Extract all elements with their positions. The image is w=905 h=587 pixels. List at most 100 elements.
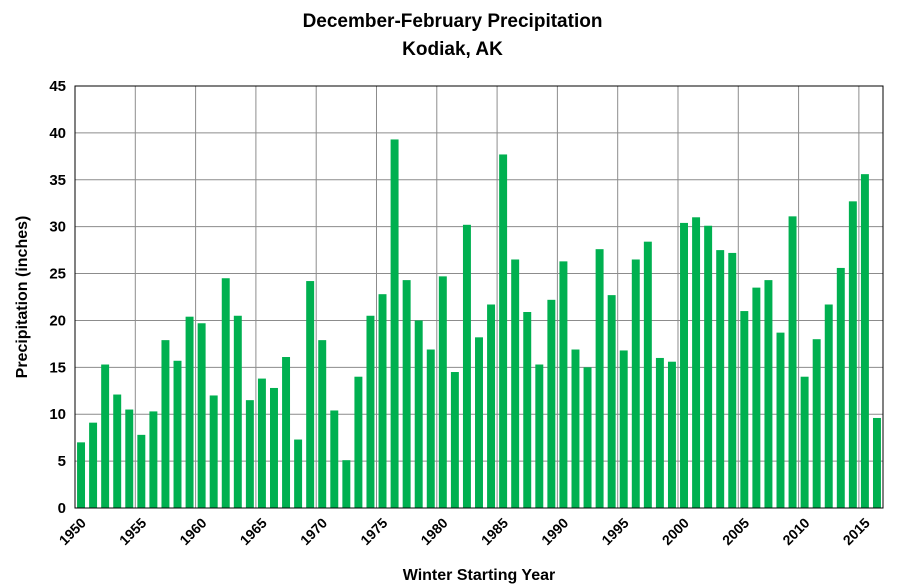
bar-2012 [824, 304, 833, 508]
bar-1979 [426, 349, 435, 508]
bar-1951 [89, 422, 98, 508]
bar-2016 [872, 417, 881, 508]
bar-1977 [402, 280, 411, 508]
bar-2001 [692, 217, 701, 509]
bar-1996 [631, 259, 640, 508]
x-tick-label: 1990 [538, 515, 571, 548]
bar-2008 [776, 332, 785, 508]
bar-1955 [137, 434, 146, 508]
bar-1968 [294, 439, 303, 508]
bar-1981 [450, 372, 459, 508]
bar-2006 [752, 287, 761, 508]
bar-1997 [643, 241, 652, 508]
y-tick-label: 15 [49, 359, 66, 376]
y-tick-labels: 0 5 10 15 20 25 30 35 40 45 [49, 78, 66, 517]
bar-2014 [848, 201, 857, 508]
y-tick-label: 0 [58, 500, 66, 517]
bar-1970 [318, 340, 327, 508]
bar-2013 [836, 267, 845, 508]
y-tick-label: 10 [49, 406, 66, 423]
bar-2009 [788, 216, 797, 508]
y-tick-label: 45 [49, 78, 66, 95]
bar-1993 [595, 249, 604, 508]
bar-2000 [680, 222, 688, 508]
bar-1973 [354, 376, 363, 508]
bar-1974 [366, 315, 375, 508]
bar-1959 [185, 316, 194, 508]
chart-subtitle: Kodiak, AK [402, 39, 503, 60]
bar-1971 [330, 410, 339, 508]
bar-1990 [559, 261, 568, 508]
bars [77, 139, 881, 509]
bar-1965 [257, 378, 266, 508]
bar-1961 [209, 395, 218, 508]
bar-1986 [511, 259, 520, 508]
x-tick-label: 1955 [116, 515, 149, 548]
x-tick-label: 2000 [659, 515, 692, 548]
y-tick-label: 40 [49, 125, 66, 142]
bar-1995 [619, 350, 628, 508]
y-tick-label: 35 [49, 172, 66, 189]
bar-2005 [740, 311, 749, 508]
x-tick-label: 1960 [176, 515, 209, 548]
y-tick-label: 30 [49, 219, 66, 236]
bar-1956 [149, 411, 158, 508]
bar-2004 [728, 252, 737, 508]
bar-2002 [704, 225, 713, 508]
bar-1966 [270, 387, 278, 508]
x-tick-label: 2010 [779, 515, 812, 548]
bar-1992 [583, 367, 592, 508]
bar-1984 [487, 304, 496, 508]
bar-1976 [390, 139, 399, 508]
y-axis-label: Precipitation (inches) [14, 216, 31, 379]
bar-1975 [378, 294, 387, 508]
bar-1962 [221, 278, 230, 508]
x-tick-labels: 1950 1955 1960 1965 1970 1975 1980 1985 1990 1995… [56, 515, 873, 548]
bar-2015 [860, 174, 869, 508]
bar-1982 [462, 224, 471, 508]
bar-1978 [414, 320, 423, 508]
x-tick-label: 1965 [237, 515, 270, 548]
bar-1980 [438, 276, 447, 508]
bar-1964 [245, 400, 254, 508]
x-tick-label: 2015 [840, 515, 873, 548]
bar-1991 [571, 349, 580, 508]
bar-1988 [535, 364, 544, 508]
y-tick-label: 25 [49, 266, 66, 283]
chart-title: December-February Precipitation [302, 11, 603, 32]
bar-1985 [499, 154, 508, 509]
bar-2003 [716, 250, 725, 508]
bar-1999 [667, 361, 676, 508]
x-axis-label: Winter Starting Year [403, 567, 556, 584]
bar-1952 [101, 364, 110, 508]
x-tick-label: 1985 [478, 515, 511, 548]
x-tick-label: 1975 [357, 515, 390, 548]
bar-1954 [125, 409, 134, 508]
bar-1972 [342, 460, 351, 508]
bar-1998 [655, 357, 664, 508]
bar-2010 [800, 376, 809, 508]
x-tick-label: 1950 [56, 515, 89, 548]
bar-1987 [523, 312, 532, 508]
y-tick-label: 20 [49, 312, 66, 329]
bar-1950 [77, 442, 86, 508]
bar-1960 [197, 323, 206, 508]
bar-1969 [306, 281, 315, 508]
bar-1963 [233, 315, 242, 508]
x-tick-label: 1980 [417, 515, 450, 548]
x-tick-label: 1995 [598, 515, 631, 548]
y-tick-label: 5 [58, 453, 66, 470]
bar-1958 [173, 360, 182, 508]
bar-2007 [764, 280, 773, 508]
bar-1994 [607, 295, 616, 508]
plot-border [74, 85, 884, 509]
bar-1989 [547, 299, 556, 508]
bar-2011 [812, 339, 821, 508]
bar-1953 [113, 394, 122, 508]
x-tick-label: 2005 [719, 515, 752, 548]
x-tick-label: 1970 [297, 515, 330, 548]
bar-1983 [475, 337, 483, 508]
bar-1957 [161, 340, 170, 508]
bar-1967 [282, 357, 291, 508]
